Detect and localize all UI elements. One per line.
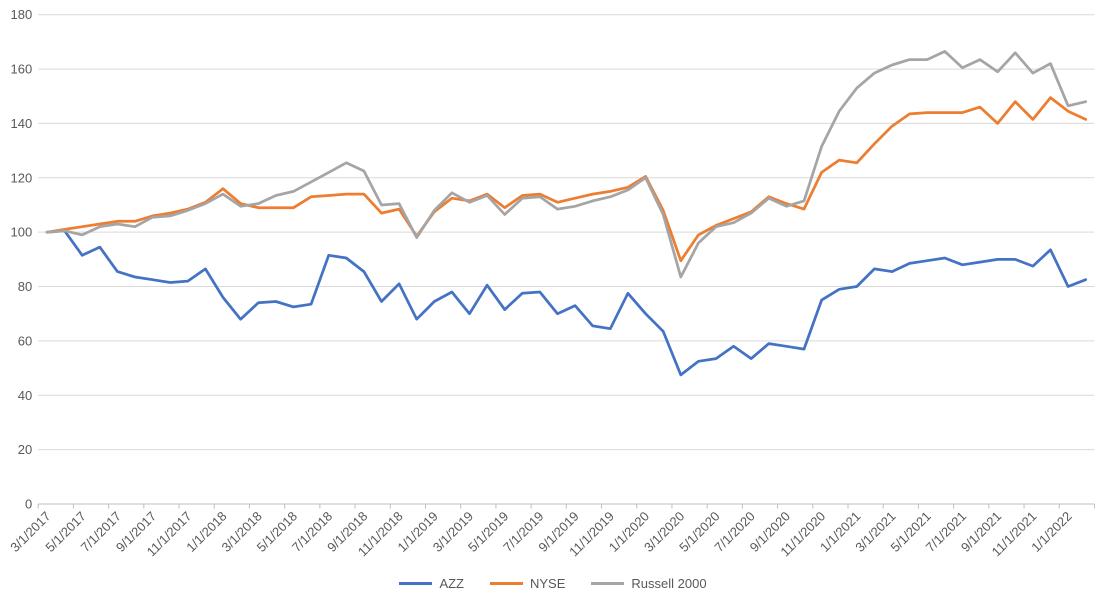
legend-label: Russell 2000 bbox=[631, 576, 707, 591]
legend-label: NYSE bbox=[530, 576, 566, 591]
series-line-russell-2000 bbox=[45, 50, 1088, 279]
legend-item-russell-2000: Russell 2000 bbox=[591, 576, 707, 591]
y-axis-tick-label: 160 bbox=[10, 62, 32, 77]
chart-legend: AZZ NYSE Russell 2000 bbox=[0, 577, 1106, 590]
y-axis-tick-label: 140 bbox=[10, 116, 32, 131]
series-line-nyse bbox=[45, 96, 1088, 263]
y-axis-tick-label: 120 bbox=[10, 170, 32, 185]
legend-line-swatch bbox=[399, 582, 433, 585]
series-line-azz bbox=[45, 229, 1088, 377]
legend-line-swatch bbox=[490, 582, 523, 585]
y-axis-tick-label: 100 bbox=[10, 225, 32, 240]
legend-item-azz: AZZ bbox=[399, 577, 464, 590]
y-axis-tick-label: 20 bbox=[18, 442, 32, 457]
y-axis-tick-label: 60 bbox=[18, 333, 32, 348]
legend-line-swatch bbox=[591, 582, 625, 585]
y-axis-tick-label: 80 bbox=[18, 279, 32, 294]
legend-label: AZZ bbox=[439, 576, 464, 591]
y-axis-tick-label: 0 bbox=[25, 497, 32, 512]
legend-item-nyse: NYSE bbox=[490, 577, 565, 590]
y-axis-tick-label: 180 bbox=[10, 7, 32, 22]
y-axis-tick-label: 40 bbox=[18, 388, 32, 403]
